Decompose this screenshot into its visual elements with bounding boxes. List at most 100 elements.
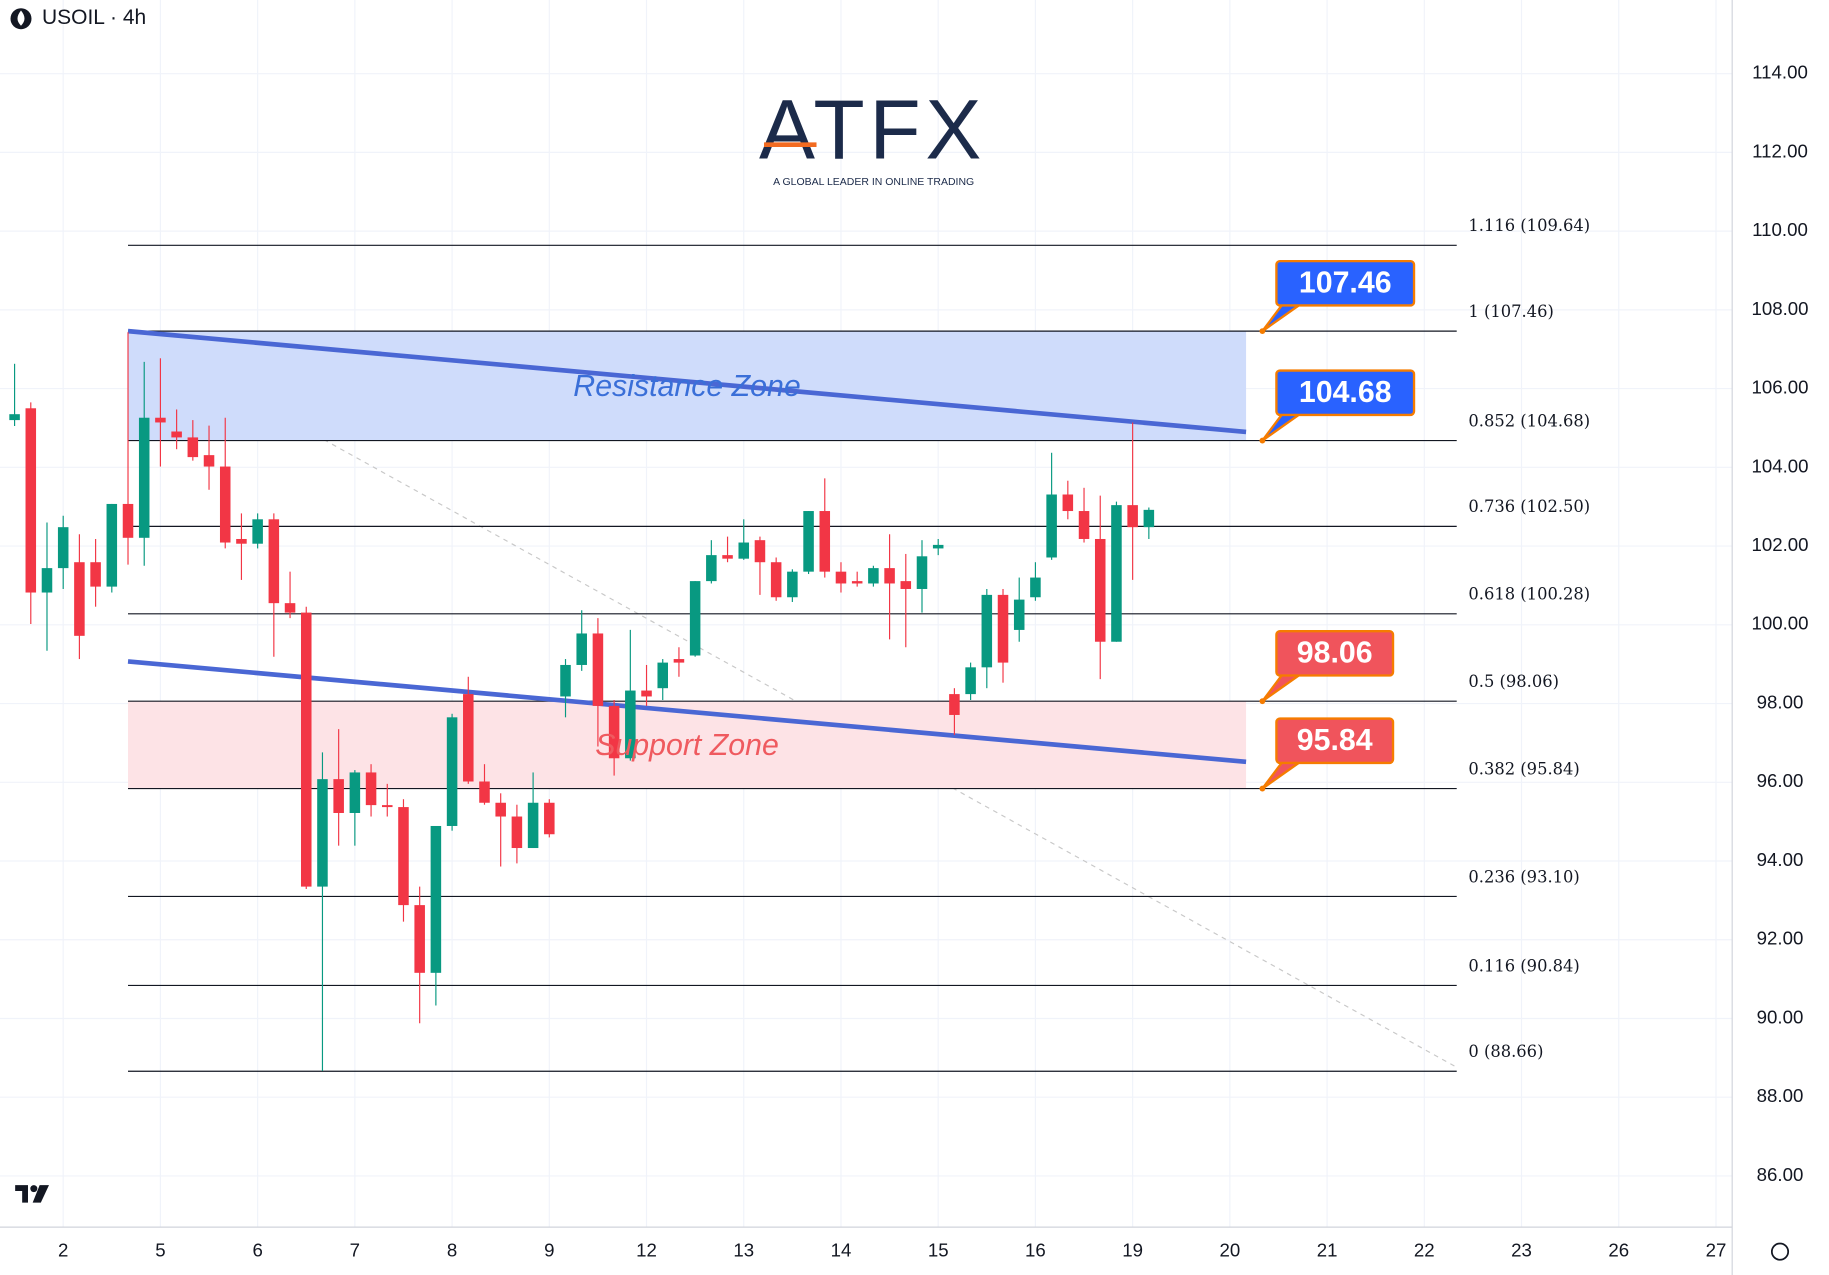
- callout-anchor: [1259, 698, 1266, 705]
- callout-anchor: [1259, 785, 1266, 792]
- candle-body: [1143, 509, 1155, 528]
- candle-body: [252, 519, 263, 544]
- callout-anchor: [1259, 328, 1266, 335]
- callout-anchor: [1259, 437, 1266, 444]
- candle-body: [560, 664, 571, 697]
- x-tick-label: 20: [1219, 1240, 1240, 1261]
- candle-body: [1127, 505, 1138, 528]
- candle-body: [155, 417, 166, 423]
- callout-box: [1275, 630, 1395, 677]
- candle-body: [884, 568, 895, 584]
- x-tick-label: 8: [447, 1240, 457, 1261]
- candle-body: [803, 511, 814, 572]
- candle-body: [1062, 494, 1074, 512]
- candle-body: [754, 540, 766, 563]
- y-tick-label: 94.00: [1757, 849, 1804, 870]
- x-tick-label: 5: [155, 1240, 165, 1261]
- zone-label: Support Zone: [595, 729, 779, 762]
- candle-body: [446, 717, 458, 826]
- candle-body: [219, 466, 231, 543]
- fib-label: 0 (88.66): [1468, 1042, 1543, 1061]
- trendline: [127, 328, 1247, 435]
- callout-box: [1275, 717, 1395, 765]
- candle-body: [268, 519, 280, 604]
- candle-body: [479, 781, 490, 803]
- tradingview-logo: [15, 1185, 49, 1203]
- x-tick-label: 26: [1608, 1240, 1629, 1261]
- candle-body: [625, 690, 636, 759]
- y-tick-label: 104.00: [1751, 455, 1808, 476]
- candle-body: [592, 633, 604, 706]
- y-tick-label: 102.00: [1751, 534, 1808, 555]
- symbol-icon-drop: [17, 10, 25, 26]
- candle-body: [835, 571, 847, 584]
- candle-body: [74, 562, 85, 636]
- x-tick-label: 15: [928, 1240, 949, 1261]
- candle-body: [722, 555, 733, 559]
- candle-body: [1111, 505, 1122, 642]
- y-tick-label: 100.00: [1751, 613, 1808, 634]
- candle-body: [965, 667, 976, 695]
- logo: ATFX: [759, 83, 986, 177]
- fib-label: 0.236 (93.10): [1468, 867, 1579, 886]
- callout-box: [1275, 259, 1416, 307]
- overlay: Resistance Zone Support Zone 107.46 104.68 9…: [573, 259, 1416, 792]
- candle-body: [981, 594, 993, 668]
- x-tick-label: 12: [636, 1240, 657, 1261]
- trendline: [127, 659, 1247, 765]
- fib-label: 0.852 (104.68): [1468, 411, 1590, 430]
- candle-body: [349, 772, 361, 813]
- candle-body: [317, 779, 328, 887]
- candle-body: [819, 511, 831, 572]
- candle-body: [382, 805, 393, 808]
- fib-label: 0.116 (90.84): [1468, 956, 1579, 975]
- callout-label: 107.46: [1299, 266, 1392, 299]
- fib-label: 1.116 (109.64): [1468, 216, 1590, 235]
- zone-label: Resistance Zone: [573, 370, 800, 403]
- x-tick-label: 2: [58, 1240, 68, 1261]
- candle-body: [333, 779, 344, 813]
- x-tick-label: 6: [252, 1240, 262, 1261]
- y-tick-label: 106.00: [1751, 377, 1808, 398]
- candle-body: [57, 527, 69, 569]
- candle-body: [511, 816, 523, 849]
- callout-box: [1275, 369, 1416, 417]
- fib-label: 0.618 (100.28): [1468, 585, 1590, 604]
- candle-body: [365, 772, 377, 806]
- candle-body: [414, 905, 425, 973]
- fib: 1.116 (109.64) 1 (107.46) 0.852 (104.68) 0.…: [128, 216, 1590, 1072]
- candle-body: [738, 542, 750, 559]
- y-tick-label: 92.00: [1757, 928, 1804, 949]
- candle-body: [641, 690, 652, 697]
- x-tick-label: 21: [1317, 1240, 1338, 1261]
- candle-body: [106, 503, 118, 587]
- candle-body: [770, 562, 782, 598]
- x-tick-label: 7: [350, 1240, 360, 1261]
- candle-body: [1078, 511, 1090, 539]
- trendlines: [127, 328, 1247, 765]
- settings-icon[interactable]: [1770, 1242, 1790, 1261]
- fib-label: 0.736 (102.50): [1468, 497, 1590, 516]
- candle-body: [997, 594, 1009, 663]
- candle-body: [657, 662, 669, 689]
- candles: [9, 332, 1155, 1071]
- candle-body: [203, 455, 215, 467]
- candle-body: [900, 581, 912, 589]
- candle-body: [463, 694, 474, 782]
- candle-body: [868, 568, 879, 584]
- fib-label: 0.5 (98.06): [1468, 672, 1559, 691]
- candle-body: [495, 802, 506, 817]
- x-tick-label: 13: [733, 1240, 754, 1261]
- candle-body: [9, 414, 20, 421]
- candle-body: [916, 556, 928, 589]
- candle-body: [1046, 494, 1057, 558]
- trendline: [127, 330, 1457, 1068]
- y-tick-label: 88.00: [1757, 1085, 1804, 1106]
- candle-body: [576, 633, 587, 665]
- x-tick-label: 23: [1511, 1240, 1532, 1261]
- candle-body: [300, 612, 312, 887]
- zones: [128, 331, 1247, 789]
- candle-body: [236, 538, 247, 544]
- candle-body: [41, 568, 53, 593]
